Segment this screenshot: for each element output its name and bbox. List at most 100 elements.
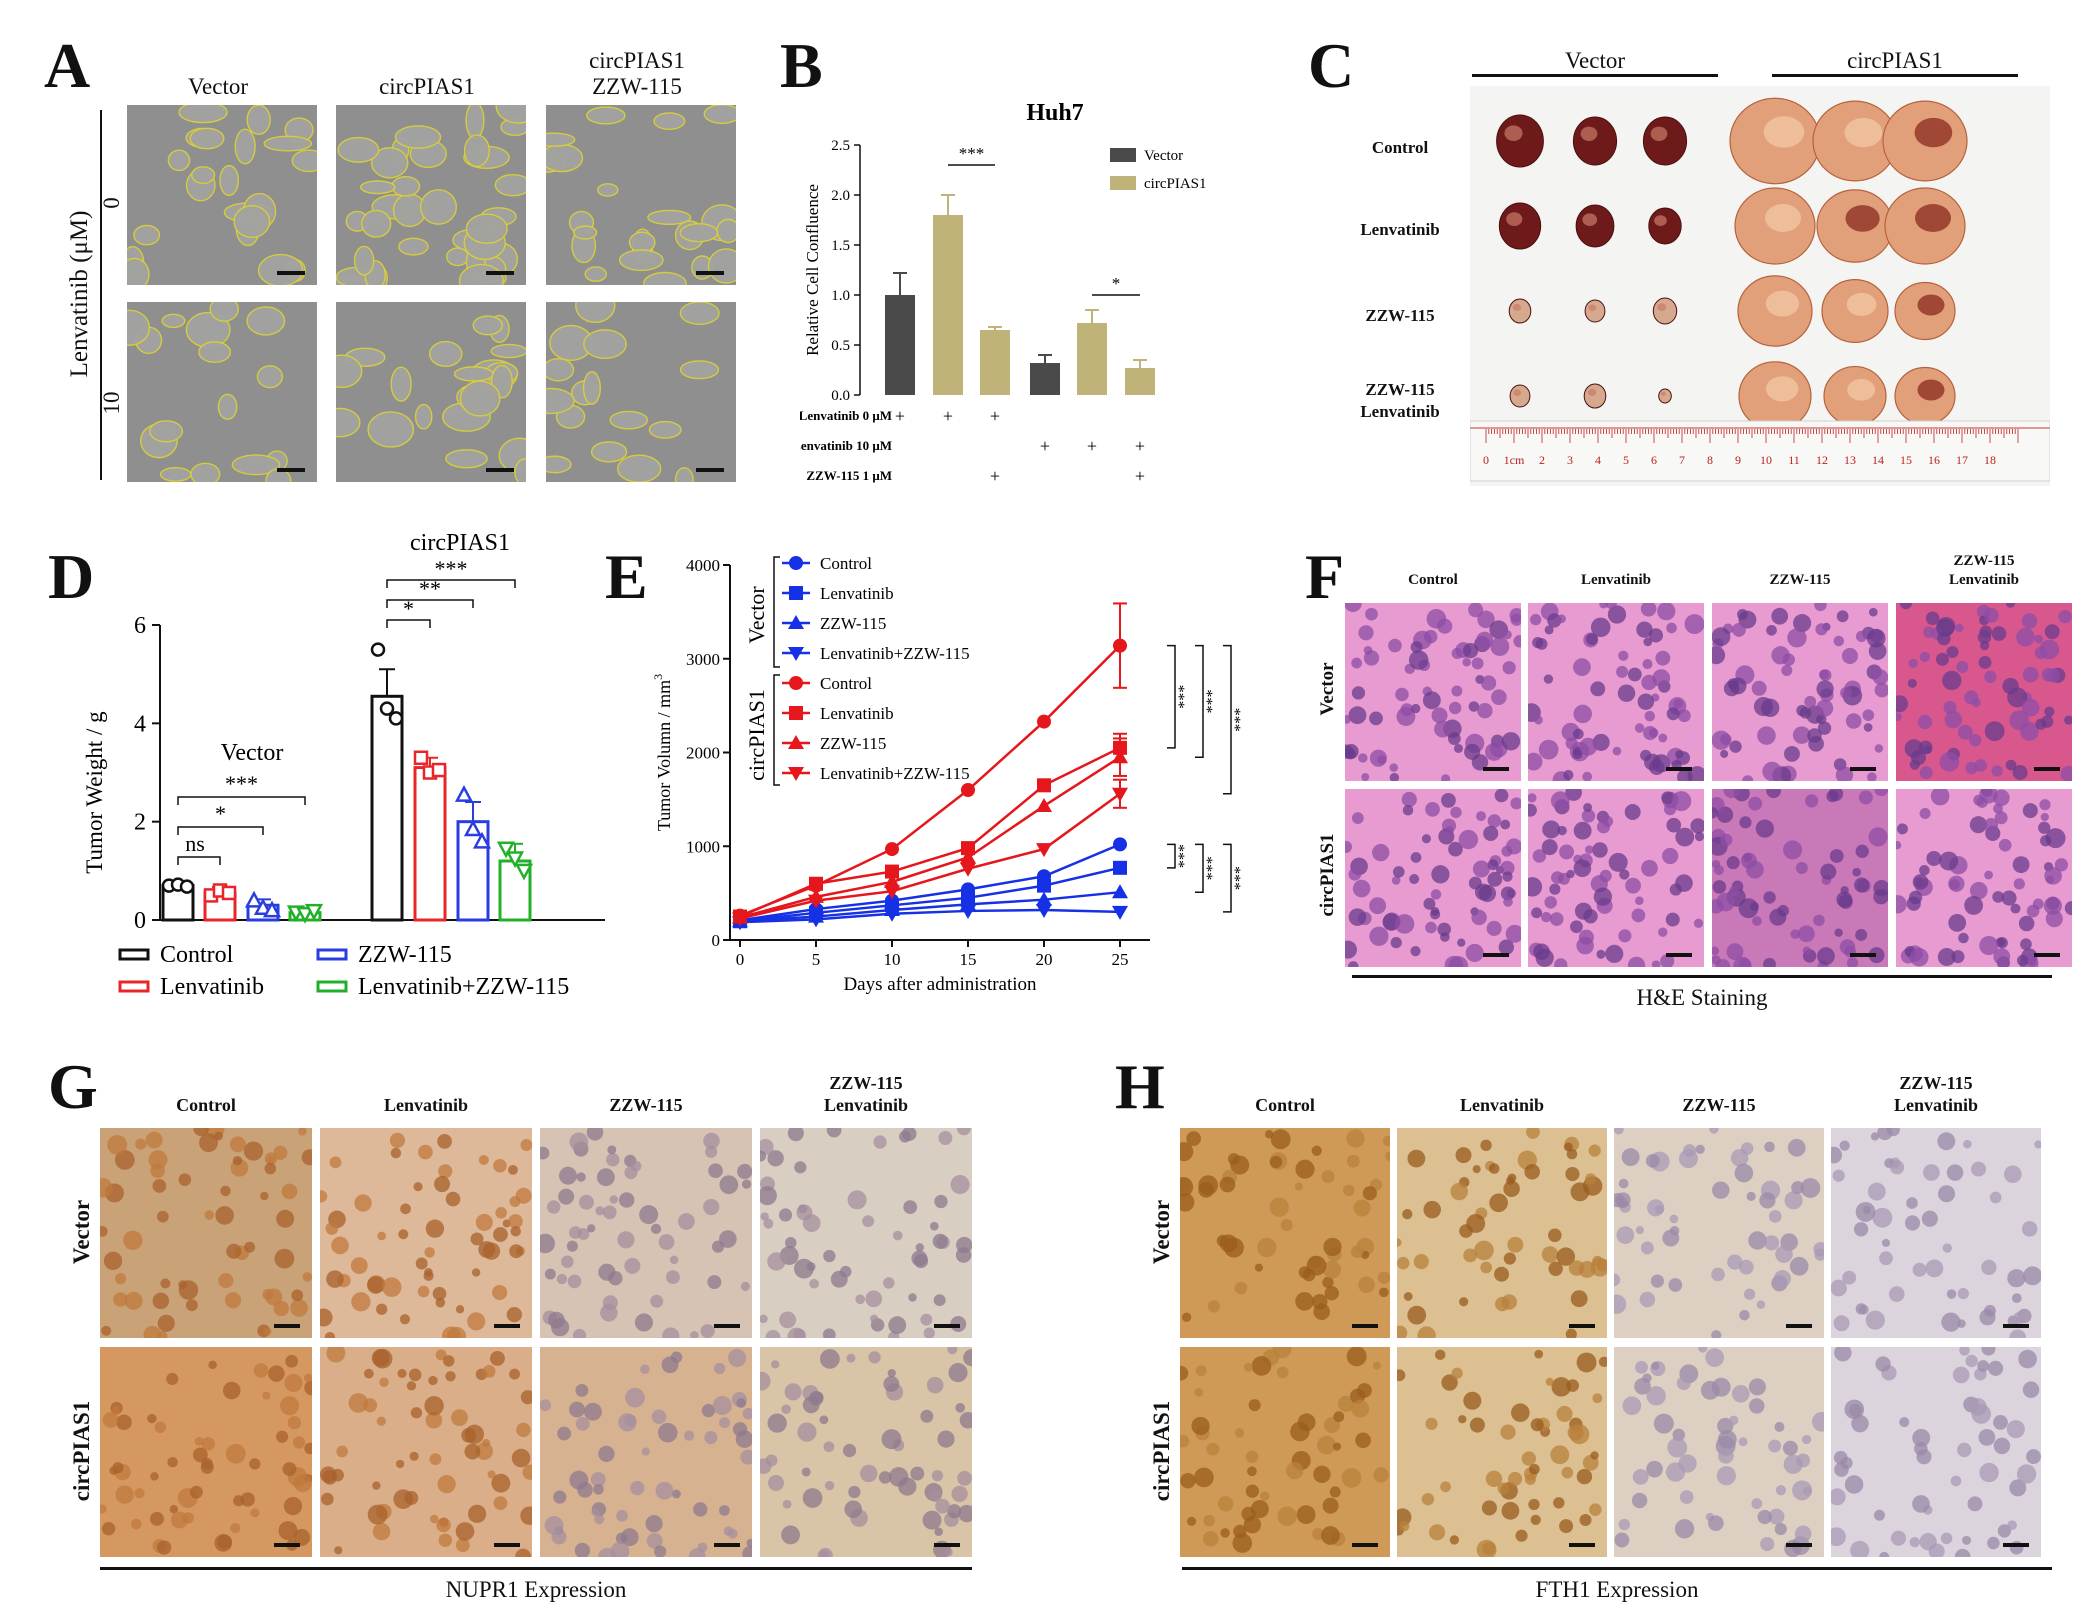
panel-label-c: C <box>1308 30 1355 101</box>
panel-c-circ-bar <box>1772 74 2018 77</box>
data-point <box>808 894 824 909</box>
column-label: Lenvatinib <box>1580 572 1652 588</box>
legend-label: Control <box>160 942 234 968</box>
data-point <box>789 586 803 600</box>
ruler-tick-label: 1cm <box>1504 453 1525 467</box>
micrograph-tile <box>1345 603 1521 781</box>
panel-c-tumor-photo: 0 1cm 2 3 4 5 6 7 8 9 10 11 12 13 14 15 16 17 18 <box>1469 86 2051 486</box>
group-label: circPIAS1 <box>744 689 769 781</box>
condition-mark: + <box>1087 436 1097 456</box>
micrograph-tile <box>1712 603 1888 781</box>
scale-bar <box>277 468 305 472</box>
data-point <box>884 885 900 900</box>
ruler-tick-label: 10 <box>1760 453 1772 467</box>
significance-label: * <box>1112 274 1121 293</box>
micrograph-tile <box>760 1347 972 1557</box>
column-label: Control <box>1255 1095 1315 1115</box>
x-tick-label: 25 <box>1112 950 1129 969</box>
panel-caption: FTH1 Expression <box>1535 1577 1699 1602</box>
panel-caption: H&E Staining <box>1636 985 1768 1010</box>
significance-label: ns <box>185 831 205 856</box>
micrograph-tile <box>1896 603 2072 781</box>
scale-bar <box>696 271 724 275</box>
y-tick-label: 2.5 <box>831 138 850 154</box>
scale-bar <box>2034 767 2060 771</box>
significance-label: *** <box>225 771 258 796</box>
significance-label: ** <box>419 576 441 601</box>
micrograph-tile <box>100 1347 312 1557</box>
scale-bar <box>494 1324 520 1328</box>
panel-caption: NUPR1 Expression <box>445 1577 627 1602</box>
chart-e: 0 1000 2000 3000 4000 0 5 10 15 20 25 Days after ad… <box>651 554 1249 995</box>
significance-label: *** <box>1232 708 1249 732</box>
bar <box>1125 368 1155 395</box>
ruler-tick-label: 9 <box>1735 453 1741 467</box>
condition-mark: + <box>1040 436 1050 456</box>
series-line <box>739 890 1121 923</box>
data-point <box>961 841 975 856</box>
ruler-tick-label: 13 <box>1844 453 1856 467</box>
ruler-tick-label: 12 <box>1816 453 1828 467</box>
panel-c-group-circpias1: circPIAS1 <box>1847 48 1943 73</box>
chart-title: Huh7 <box>1026 100 1083 126</box>
x-tick-label: 10 <box>884 950 901 969</box>
legend-label: Lenvatinib+ZZW-115 <box>820 764 970 783</box>
group-label: circPIAS1 <box>410 530 510 556</box>
legend-label: Vector <box>1144 148 1183 164</box>
data-point <box>960 862 976 877</box>
y-axis-label: Tumor Weight / g <box>82 711 107 874</box>
scale-bar <box>1850 767 1876 771</box>
y-tick-label: 0 <box>712 931 721 950</box>
ruler-tick-label: 8 <box>1707 453 1713 467</box>
column-label: ZZW-115 <box>1769 572 1831 588</box>
scale-bar <box>1569 1324 1595 1328</box>
scale-bar <box>486 468 514 472</box>
data-point <box>789 706 803 720</box>
y-axis-label: Tumor Volumn / mm3 <box>651 674 674 831</box>
row-label: Vector <box>69 1199 94 1265</box>
legend-label: Lenvatinib <box>820 704 894 723</box>
micrograph-phase-contrast <box>546 105 736 285</box>
panel-label-g: G <box>48 1051 98 1122</box>
data-point <box>1036 797 1052 812</box>
significance-label: * <box>403 596 414 621</box>
y-axis-label: Relative Cell Confluence <box>803 184 822 356</box>
condition-mark: + <box>990 406 1000 426</box>
column-label-line1: ZZW-115 <box>1953 553 2015 569</box>
y-tick-label: 3000 <box>686 650 720 669</box>
scale-bar <box>696 468 724 472</box>
legend-label: Control <box>820 674 872 693</box>
micrograph-phase-contrast <box>336 302 526 482</box>
column-label-line2: Lenvatinib <box>823 1095 909 1115</box>
micrograph-phase-contrast <box>127 105 317 285</box>
column-label-line2: Lenvatinib <box>1893 1095 1979 1115</box>
row-label: Vector <box>1317 662 1338 716</box>
data-point <box>885 864 899 879</box>
data-point <box>788 647 804 661</box>
scale-bar <box>1850 953 1876 957</box>
y-tick-label: 1000 <box>686 837 720 856</box>
micrograph-tile <box>760 1128 972 1338</box>
series-line <box>739 644 1121 917</box>
data-point <box>1036 904 1052 918</box>
scale-bar <box>486 271 514 275</box>
scale-bar <box>277 271 305 275</box>
ruler-tick-label: 18 <box>1984 453 1996 467</box>
scale-bar <box>934 1324 960 1328</box>
ruler-tick-label: 7 <box>1679 453 1685 467</box>
series-line <box>739 866 1121 923</box>
bar <box>1030 363 1060 395</box>
bar <box>980 330 1010 395</box>
column-label: ZZW-115 <box>609 1095 683 1115</box>
data-point <box>789 556 803 570</box>
significance-label: *** <box>1204 689 1221 713</box>
caption-rule <box>1352 975 2052 978</box>
scale-bar <box>2034 953 2060 957</box>
column-label-line2: Lenvatinib <box>1948 572 2020 588</box>
data-point <box>809 876 823 891</box>
legend-label: circPIAS1 <box>1144 176 1207 192</box>
data-point <box>788 735 804 749</box>
y-axis-label-sup: 3 <box>651 674 665 680</box>
scale-bar <box>1666 767 1692 771</box>
